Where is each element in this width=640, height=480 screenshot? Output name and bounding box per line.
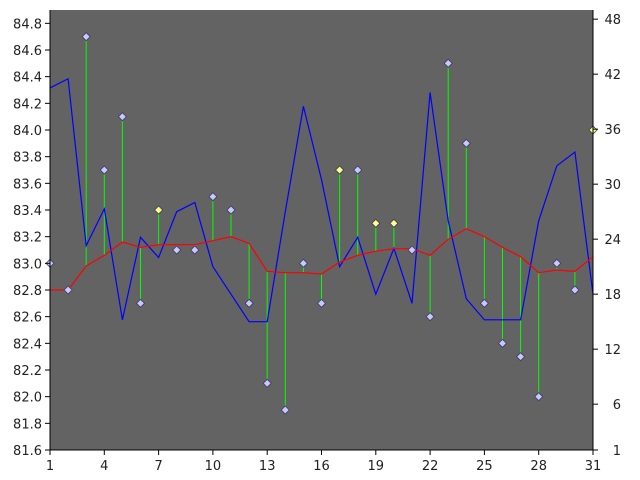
data-point: [135, 298, 146, 308]
x-tick-label: 10: [205, 459, 222, 474]
data-point: [534, 392, 544, 402]
left-tick-label: 81.6: [13, 444, 42, 459]
highlight-point: [154, 205, 164, 215]
left-tick-label: 84.2: [13, 97, 42, 112]
data-point: [570, 285, 580, 295]
right-axis-ticks: 1 6 12 18 24 30 36 42 48: [593, 13, 621, 459]
x-tick-label: 7: [154, 459, 162, 474]
data-point: [244, 298, 254, 308]
left-tick-label: 83.2: [13, 231, 42, 246]
data-point: [172, 245, 182, 255]
moving-average-line: [50, 227, 594, 291]
data-point: [425, 312, 435, 322]
left-tick-label: 83.4: [13, 204, 42, 219]
plot-area: [50, 10, 593, 450]
data-point: [190, 245, 200, 255]
data-point: [81, 32, 91, 42]
right-tick-label: 36: [604, 123, 621, 138]
data-point: [298, 258, 308, 268]
left-tick-label: 82.0: [13, 391, 42, 406]
x-tick-label: 28: [530, 459, 547, 474]
data-point: [407, 245, 417, 255]
highlight-point: [371, 218, 381, 228]
data-point: [443, 58, 453, 68]
lines-group: [49, 77, 594, 323]
right-axis-series-line: [49, 77, 594, 323]
data-point: [479, 298, 489, 308]
data-point: [552, 258, 562, 268]
data-point: [226, 205, 236, 215]
left-tick-label: 84.8: [13, 17, 42, 32]
right-tick-label: 18: [604, 288, 621, 303]
left-tick-label: 82.2: [13, 364, 42, 379]
data-point: [63, 285, 73, 295]
left-tick-label: 84.0: [13, 124, 42, 139]
data-point: [208, 192, 218, 202]
right-tick-label: 12: [604, 343, 621, 358]
right-tick-label: 42: [604, 68, 621, 83]
data-point: [262, 378, 272, 388]
x-tick-label: 1: [46, 459, 54, 474]
data-point: [117, 112, 127, 122]
data-point: [280, 405, 290, 415]
right-tick-label: 6: [613, 398, 621, 413]
x-tick-label: 4: [100, 459, 108, 474]
x-tick-label: 16: [313, 459, 330, 474]
left-tick-label: 82.4: [13, 337, 42, 352]
left-tick-label: 83.0: [13, 257, 42, 272]
x-tick-label: 25: [476, 459, 493, 474]
points-group: [45, 32, 598, 415]
left-tick-label: 81.8: [13, 417, 42, 432]
left-tick-label: 84.4: [13, 71, 42, 86]
data-point: [497, 338, 508, 348]
data-point: [516, 352, 526, 362]
right-tick-label: 48: [604, 13, 621, 28]
left-tick-label: 83.8: [13, 151, 42, 166]
data-point: [99, 165, 109, 175]
right-tick-label: 1: [613, 444, 621, 459]
highlight-point: [389, 218, 399, 228]
left-axis-ticks: 81.6 81.8 82.0 82.2 82.4 82.6 82.8 83.0 83.2 83.4…: [13, 17, 50, 459]
left-tick-label: 84.6: [13, 44, 42, 59]
right-tick-label: 24: [604, 233, 621, 248]
highlight-point: [335, 165, 345, 175]
data-point: [461, 138, 471, 148]
left-tick-label: 82.6: [13, 311, 42, 326]
data-point: [353, 165, 363, 175]
x-axis-ticks: 1 4 7 10 13 16 19 22 25 28 31: [46, 450, 601, 474]
x-tick-label: 22: [422, 459, 439, 474]
left-tick-label: 82.8: [13, 284, 42, 299]
x-tick-label: 19: [368, 459, 385, 474]
x-tick-label: 13: [259, 459, 276, 474]
left-tick-label: 83.6: [13, 177, 42, 192]
stems-group: [49, 36, 594, 410]
right-tick-label: 30: [604, 178, 621, 193]
data-point: [316, 298, 327, 308]
x-tick-label: 31: [585, 459, 602, 474]
